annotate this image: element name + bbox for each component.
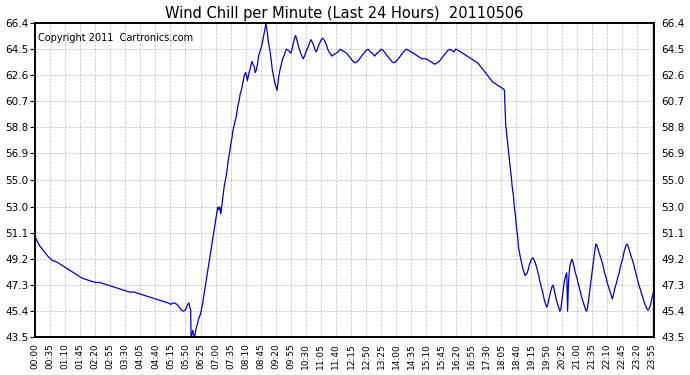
Text: Copyright 2011  Cartronics.com: Copyright 2011 Cartronics.com bbox=[38, 33, 193, 42]
Title: Wind Chill per Minute (Last 24 Hours)  20110506: Wind Chill per Minute (Last 24 Hours) 20… bbox=[165, 6, 524, 21]
